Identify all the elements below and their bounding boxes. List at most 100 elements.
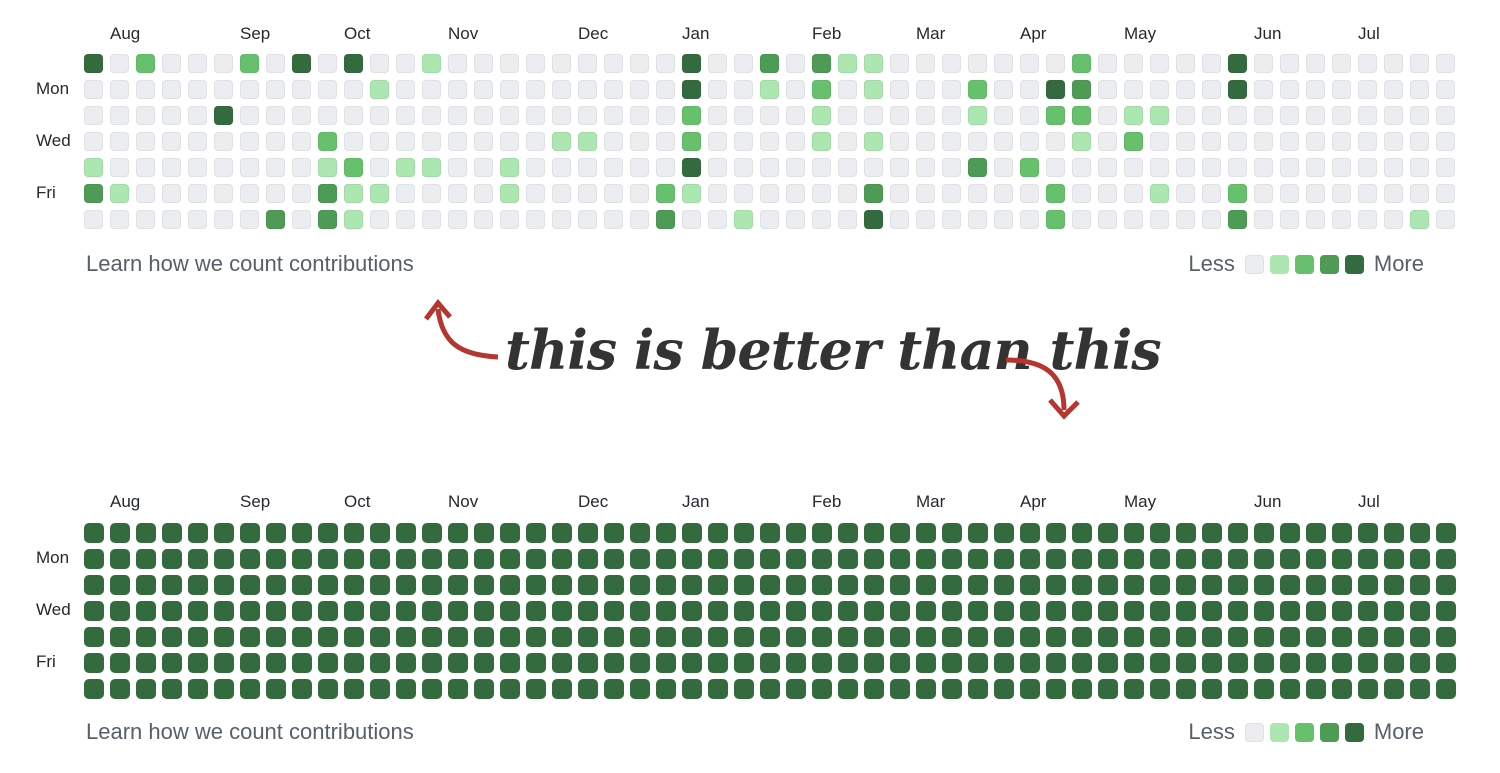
contribution-cell[interactable] — [552, 653, 572, 673]
contribution-cell[interactable] — [526, 549, 546, 569]
contribution-cell[interactable] — [474, 210, 493, 229]
contribution-cell[interactable] — [734, 549, 754, 569]
contribution-cell[interactable] — [838, 54, 857, 73]
contribution-cell[interactable] — [1098, 184, 1117, 203]
contribution-cell[interactable] — [396, 601, 416, 621]
contribution-cell[interactable] — [1332, 575, 1352, 595]
contribution-cell[interactable] — [84, 679, 104, 699]
contribution-cell[interactable] — [942, 158, 961, 177]
contribution-cell[interactable] — [890, 653, 910, 673]
contribution-cell[interactable] — [760, 184, 779, 203]
contribution-cell[interactable] — [1228, 184, 1247, 203]
contribution-cell[interactable] — [1202, 80, 1221, 99]
contribution-cell[interactable] — [760, 158, 779, 177]
contribution-cell[interactable] — [1358, 80, 1377, 99]
contribution-cell[interactable] — [110, 106, 129, 125]
contribution-cell[interactable] — [1098, 106, 1117, 125]
contribution-cell[interactable] — [1332, 80, 1351, 99]
contribution-cell[interactable] — [1228, 601, 1248, 621]
contribution-cell[interactable] — [500, 184, 519, 203]
contribution-cell[interactable] — [864, 549, 884, 569]
contribution-cell[interactable] — [1150, 627, 1170, 647]
contribution-cell[interactable] — [1358, 106, 1377, 125]
contribution-cell[interactable] — [1124, 627, 1144, 647]
contribution-cell[interactable] — [1436, 601, 1456, 621]
contribution-cell[interactable] — [604, 627, 624, 647]
contribution-cell[interactable] — [994, 80, 1013, 99]
contribution-cell[interactable] — [864, 80, 883, 99]
contribution-cell[interactable] — [1020, 523, 1040, 543]
contribution-cell[interactable] — [448, 158, 467, 177]
contribution-cell[interactable] — [110, 653, 130, 673]
contribution-cell[interactable] — [1254, 523, 1274, 543]
contribution-cell[interactable] — [656, 80, 675, 99]
contribution-cell[interactable] — [734, 523, 754, 543]
contribution-cell[interactable] — [188, 653, 208, 673]
contribution-cell[interactable] — [344, 653, 364, 673]
contribution-cell[interactable] — [1072, 54, 1091, 73]
contribution-cell[interactable] — [214, 627, 234, 647]
contribution-cell[interactable] — [916, 653, 936, 673]
contribution-cell[interactable] — [1020, 132, 1039, 151]
contribution-cell[interactable] — [760, 601, 780, 621]
contribution-cell[interactable] — [968, 601, 988, 621]
contribution-cell[interactable] — [188, 601, 208, 621]
contribution-cell[interactable] — [682, 210, 701, 229]
contribution-cell[interactable] — [942, 575, 962, 595]
contribution-cell[interactable] — [292, 132, 311, 151]
contribution-cell[interactable] — [266, 54, 285, 73]
contribution-cell[interactable] — [266, 184, 285, 203]
contribution-cell[interactable] — [474, 679, 494, 699]
contribution-cell[interactable] — [1410, 158, 1429, 177]
contribution-cell[interactable] — [1410, 184, 1429, 203]
contribution-cell[interactable] — [786, 549, 806, 569]
contribution-cell[interactable] — [1410, 80, 1429, 99]
contribution-cell[interactable] — [786, 184, 805, 203]
contribution-cell[interactable] — [942, 54, 961, 73]
contribution-cell[interactable] — [916, 549, 936, 569]
contribution-cell[interactable] — [1332, 106, 1351, 125]
contribution-cell[interactable] — [1436, 106, 1455, 125]
contribution-cell[interactable] — [292, 210, 311, 229]
contribution-cell[interactable] — [1150, 653, 1170, 673]
contribution-cell[interactable] — [448, 210, 467, 229]
contribution-cell[interactable] — [474, 653, 494, 673]
contribution-cell[interactable] — [1098, 210, 1117, 229]
contribution-cell[interactable] — [994, 210, 1013, 229]
contribution-cell[interactable] — [916, 679, 936, 699]
contribution-cell[interactable] — [1124, 80, 1143, 99]
contribution-cell[interactable] — [214, 158, 233, 177]
contribution-cell[interactable] — [864, 601, 884, 621]
contribution-cell[interactable] — [1046, 627, 1066, 647]
contribution-cell[interactable] — [890, 158, 909, 177]
contribution-cell[interactable] — [604, 679, 624, 699]
contribution-cell[interactable] — [1228, 210, 1247, 229]
contribution-cell[interactable] — [266, 601, 286, 621]
contribution-cell[interactable] — [422, 158, 441, 177]
contribution-cell[interactable] — [1046, 80, 1065, 99]
contribution-cell[interactable] — [1306, 549, 1326, 569]
contribution-cell[interactable] — [604, 132, 623, 151]
contribution-cell[interactable] — [214, 132, 233, 151]
contribution-cell[interactable] — [968, 653, 988, 673]
contribution-cell[interactable] — [422, 679, 442, 699]
contribution-cell[interactable] — [370, 575, 390, 595]
contribution-cell[interactable] — [1254, 80, 1273, 99]
contribution-cell[interactable] — [1150, 132, 1169, 151]
contribution-cell[interactable] — [1332, 184, 1351, 203]
contribution-cell[interactable] — [396, 575, 416, 595]
contribution-cell[interactable] — [890, 523, 910, 543]
contribution-cell[interactable] — [1254, 653, 1274, 673]
contribution-cell[interactable] — [422, 549, 442, 569]
contribution-cell[interactable] — [396, 627, 416, 647]
contribution-cell[interactable] — [500, 627, 520, 647]
contribution-cell[interactable] — [1176, 210, 1195, 229]
contribution-cell[interactable] — [552, 679, 572, 699]
contribution-cell[interactable] — [1098, 523, 1118, 543]
contribution-cell[interactable] — [84, 601, 104, 621]
contribution-cell[interactable] — [760, 523, 780, 543]
contribution-cell[interactable] — [786, 653, 806, 673]
contribution-cell[interactable] — [734, 80, 753, 99]
contribution-cell[interactable] — [890, 601, 910, 621]
contribution-cell[interactable] — [292, 653, 312, 673]
